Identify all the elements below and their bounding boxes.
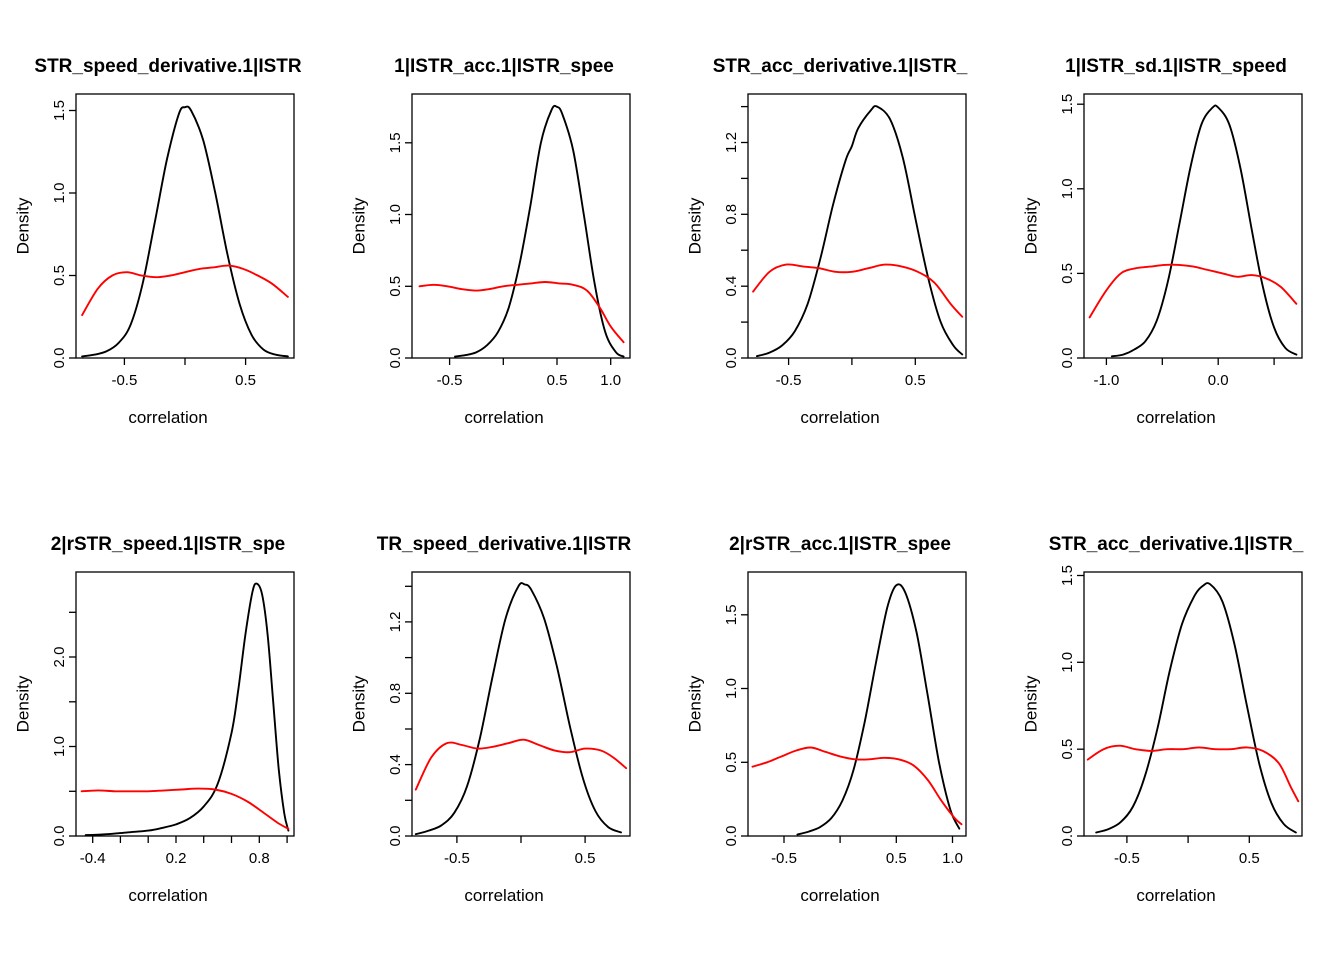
x-axis-label: correlation [464,408,544,427]
svg-text:1.5: 1.5 [1059,565,1076,586]
density-panel-8: STR_acc_derivative.1|ISTR_ -0.5 0.5 0.0 0.5… [1008,482,1344,960]
svg-text:0.4: 0.4 [387,754,404,775]
svg-text:0.0: 0.0 [1059,826,1076,847]
density-plot: -0.5 0.5 0.0 0.5 1.0 1.5 Density [1021,565,1303,867]
density-plot: -0.5 0.5 0.0 0.5 1.0 1.5 Density [13,93,295,389]
svg-text:2.0: 2.0 [51,647,68,668]
svg-text:-1.0: -1.0 [1093,372,1119,389]
density-panel-2: 1|ISTR_acc.1|ISTR_spee -0.5 0.5 1.0 0.0 0.5 1… [336,4,672,482]
density-panel-1: STR_speed_derivative.1|ISTR -0.5 0.5 0.0 0.… [0,4,336,482]
svg-text:Density: Density [349,675,368,732]
svg-text:0.5: 0.5 [1059,263,1076,284]
svg-text:-0.5: -0.5 [437,372,463,389]
svg-text:1.0: 1.0 [1059,652,1076,673]
svg-text:1.0: 1.0 [1059,178,1076,199]
svg-text:1.2: 1.2 [723,132,740,153]
svg-text:1.5: 1.5 [1059,94,1076,115]
panel-title: 2|rSTR_acc.1|ISTR_spee [729,534,951,555]
svg-text:1.0: 1.0 [723,678,740,699]
svg-text:0.5: 0.5 [723,752,740,773]
svg-text:0.0: 0.0 [723,348,740,369]
panel-title: 2|rSTR_speed.1|ISTR_spe [50,534,286,555]
svg-text:0.0: 0.0 [1059,348,1076,369]
svg-text:0.5: 0.5 [1059,739,1076,760]
density-panel-5: 2|rSTR_speed.1|ISTR_spe -0.4 0.2 0.8 0.0 1.0… [0,482,336,960]
svg-text:0.5: 0.5 [886,850,907,867]
svg-text:1.5: 1.5 [723,604,740,625]
svg-text:0.5: 0.5 [387,276,404,297]
svg-text:1.0: 1.0 [51,736,68,757]
panel-title: TR_speed_derivative.1|ISTR [376,534,632,555]
x-axis-label: correlation [464,886,544,905]
x-axis-label: correlation [800,886,880,905]
svg-text:0.4: 0.4 [723,276,740,297]
svg-text:1.5: 1.5 [387,132,404,153]
x-axis-label: correlation [1136,886,1216,905]
density-panel-7: 2|rSTR_acc.1|ISTR_spee -0.5 0.5 1.0 0.0 0.5 1… [672,482,1008,960]
svg-text:0.5: 0.5 [51,265,68,286]
svg-text:0.0: 0.0 [387,348,404,369]
panel-title: 1|ISTR_sd.1|ISTR_speed [1065,56,1287,77]
density-plot: -1.0 0.0 0.0 0.5 1.0 1.5 Density [1021,93,1303,389]
svg-text:Density: Density [13,197,32,254]
density-plot: -0.4 0.2 0.8 0.0 1.0 2.0 Density [13,571,295,867]
svg-text:-0.5: -0.5 [771,850,797,867]
svg-text:0.2: 0.2 [166,850,187,867]
svg-text:1.0: 1.0 [600,372,621,389]
svg-text:Density: Density [685,675,704,732]
panel-title: STR_acc_derivative.1|ISTR_ [1048,534,1304,555]
svg-text:0.8: 0.8 [723,204,740,225]
svg-text:-0.5: -0.5 [444,850,470,867]
density-panel-6: TR_speed_derivative.1|ISTR -0.5 0.5 0.0 0.4… [336,482,672,960]
svg-text:1.0: 1.0 [387,204,404,225]
svg-text:0.5: 0.5 [547,372,568,389]
svg-text:Density: Density [1021,197,1040,254]
svg-text:0.5: 0.5 [1239,850,1260,867]
x-axis-label: correlation [1136,408,1216,427]
svg-text:0.0: 0.0 [51,348,68,369]
panel-title: STR_speed_derivative.1|ISTR [34,56,302,77]
svg-text:-0.5: -0.5 [1114,850,1140,867]
panel-title: 1|ISTR_acc.1|ISTR_spee [394,56,614,77]
svg-text:0.0: 0.0 [723,826,740,847]
svg-text:-0.4: -0.4 [80,850,106,867]
svg-text:Density: Density [349,197,368,254]
density-plot: -0.5 0.5 1.0 0.0 0.5 1.0 1.5 Density [685,571,967,867]
svg-text:1.0: 1.0 [942,850,963,867]
svg-text:1.2: 1.2 [387,611,404,632]
svg-text:0.0: 0.0 [1208,372,1229,389]
svg-text:1.5: 1.5 [51,100,68,121]
svg-text:-0.5: -0.5 [111,372,137,389]
density-panel-3: STR_acc_derivative.1|ISTR_ -0.5 0.5 0.0 0.4… [672,4,1008,482]
svg-text:Density: Density [685,197,704,254]
density-plot: -0.5 0.5 1.0 0.0 0.5 1.0 1.5 Density [349,93,631,389]
density-plot: -0.5 0.5 0.0 0.4 0.8 1.2 Density [349,571,631,867]
svg-text:0.8: 0.8 [387,683,404,704]
svg-text:Density: Density [1021,675,1040,732]
svg-text:0.5: 0.5 [575,850,596,867]
svg-text:0.0: 0.0 [51,826,68,847]
svg-text:1.0: 1.0 [51,183,68,204]
panel-title: STR_acc_derivative.1|ISTR_ [712,56,968,77]
svg-text:0.0: 0.0 [387,826,404,847]
density-plot: -0.5 0.5 0.0 0.4 0.8 1.2 Density [685,93,967,389]
svg-text:Density: Density [13,675,32,732]
svg-text:-0.5: -0.5 [776,372,802,389]
density-panel-4: 1|ISTR_sd.1|ISTR_speed -1.0 0.0 0.0 0.5 1.0 1… [1008,4,1344,482]
svg-text:0.5: 0.5 [235,372,256,389]
svg-text:0.8: 0.8 [249,850,270,867]
x-axis-label: correlation [128,886,208,905]
x-axis-label: correlation [128,408,208,427]
svg-text:0.5: 0.5 [905,372,926,389]
x-axis-label: correlation [800,408,880,427]
